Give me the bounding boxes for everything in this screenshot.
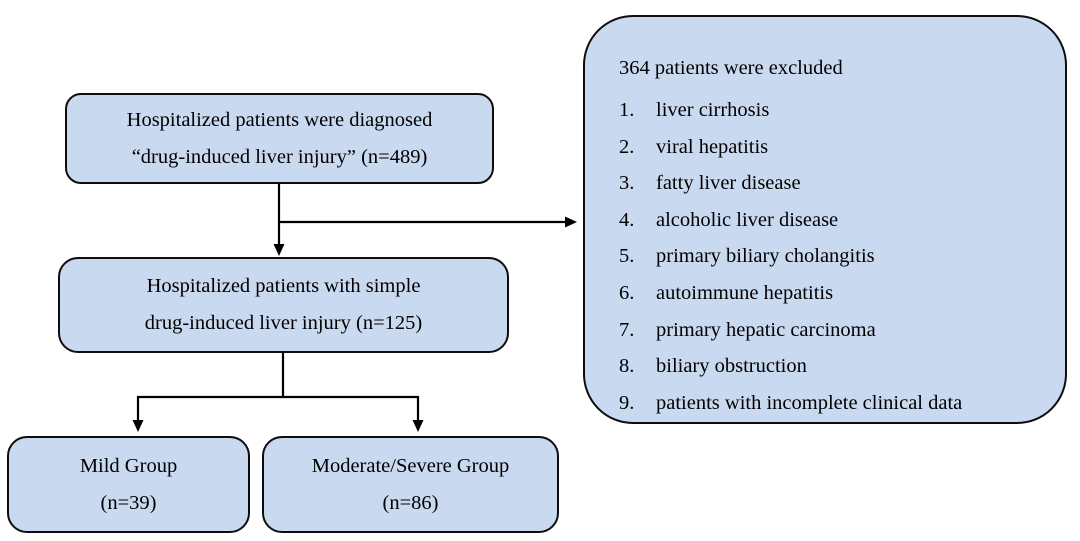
- node-mild-group-line-1: Mild Group: [79, 454, 178, 477]
- excluded-title: 364 patients were excluded: [619, 57, 843, 79]
- node-diagnosed-line-1: Hospitalized patients were diagnosed: [126, 108, 433, 131]
- node-moderate-severe-group-line-2: (n=86): [382, 491, 439, 514]
- node-moderate-severe-group-line-1: Moderate/Severe Group: [311, 454, 510, 477]
- node-simple-dili-line-2: drug-induced liver injury (n=125): [144, 312, 423, 334]
- node-excluded: 364 patients were excluded liver cirrhos…: [583, 15, 1067, 424]
- excluded-item-7: primary hepatic carcinoma: [656, 318, 876, 341]
- node-simple-dili-line-1: Hospitalized patients with simple: [146, 275, 421, 297]
- excluded-item-6: autoimmune hepatitis: [656, 281, 834, 304]
- arrow-to-moderate-head: [412, 420, 424, 432]
- excluded-item-9: patients with incomplete clinical data: [656, 391, 963, 414]
- excluded-item-8: biliary obstruction: [656, 355, 807, 378]
- arrow-to-mild-head: [132, 420, 144, 432]
- node-mild-group: Mild Group (n=39): [7, 436, 250, 533]
- arrow-diagnosed-to-simple-head: [273, 244, 285, 256]
- excluded-list: liver cirrhosis viral hepatitis fatty li…: [619, 92, 1053, 421]
- arrow-to-excluded-head: [565, 216, 577, 228]
- excluded-item-4: alcoholic liver disease: [656, 208, 839, 231]
- node-mild-group-line-2: (n=39): [100, 491, 157, 514]
- node-simple-dili: Hospitalized patients with simple drug-i…: [58, 257, 509, 353]
- excluded-item-5: primary biliary cholangitis: [656, 245, 875, 268]
- excluded-item-2: viral hepatitis: [656, 135, 769, 158]
- node-diagnosed-line-2: “drug-induced liver injury” (n=489): [131, 145, 428, 168]
- excluded-item-3: fatty liver disease: [656, 172, 801, 195]
- node-diagnosed: Hospitalized patients were diagnosed “dr…: [65, 93, 494, 184]
- node-moderate-severe-group: Moderate/Severe Group (n=86): [262, 436, 559, 533]
- excluded-item-1: liver cirrhosis: [656, 99, 770, 121]
